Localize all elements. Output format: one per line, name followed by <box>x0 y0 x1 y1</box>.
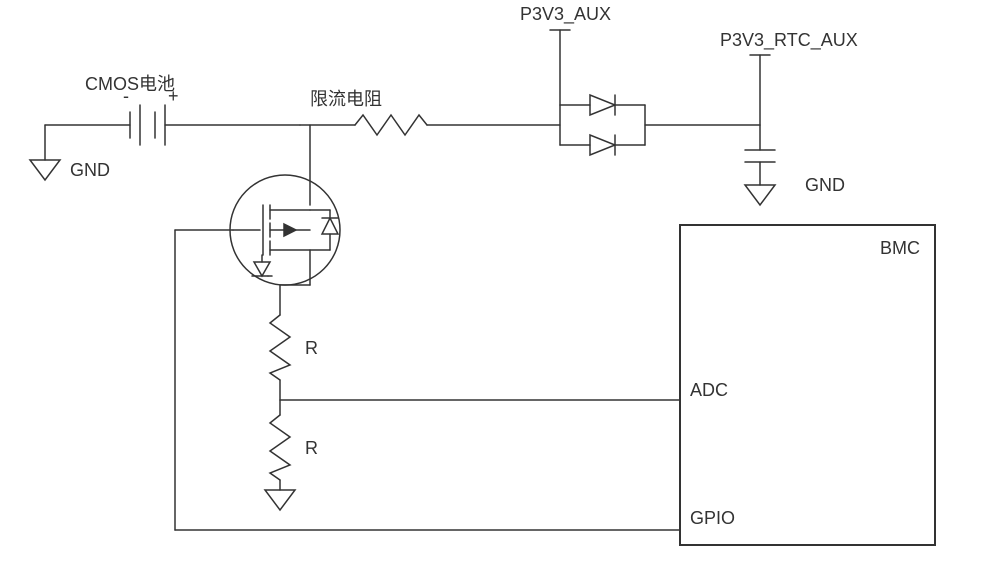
gpio-label: GPIO <box>690 508 735 529</box>
gnd-left-label: GND <box>70 160 110 181</box>
resistor-limit-label: 限流电阻 <box>310 85 382 111</box>
battery-label: CMOS电池 <box>85 70 175 96</box>
p3v3-aux-label: P3V3_AUX <box>520 4 611 25</box>
bmc-label: BMC <box>880 238 920 259</box>
adc-label: ADC <box>690 380 728 401</box>
battery-minus: - <box>123 86 129 107</box>
r-top-label: R <box>305 338 318 359</box>
battery-plus: + <box>168 86 179 107</box>
r-bot-label: R <box>305 438 318 459</box>
p3v3-rtc-aux-label: P3V3_RTC_AUX <box>720 30 858 51</box>
gnd-right-label: GND <box>805 175 845 196</box>
